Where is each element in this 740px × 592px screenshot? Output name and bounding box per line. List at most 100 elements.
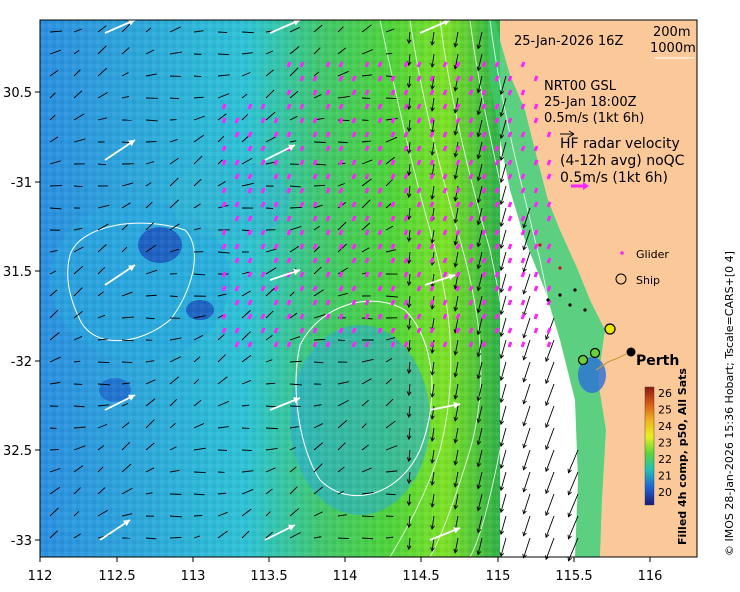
current-arrow <box>217 135 225 143</box>
perth-river <box>595 353 627 371</box>
current-arrow <box>313 94 322 99</box>
current-arrow <box>500 449 507 469</box>
radar-arrow <box>468 299 474 306</box>
current-arrow <box>289 26 301 33</box>
radar-arrow <box>377 243 383 250</box>
current-arrow <box>97 267 106 275</box>
current-arrow <box>408 53 411 66</box>
current-arrow <box>169 26 181 33</box>
current-arrowhead <box>545 445 550 451</box>
radar-arrow <box>364 103 370 110</box>
current-arrow <box>523 207 531 228</box>
current-arrow <box>337 442 346 451</box>
radar-arrow <box>260 145 266 152</box>
radar-arrow <box>273 243 279 250</box>
current-arrow <box>313 71 320 77</box>
radar-arrow <box>390 89 396 96</box>
radar-arrow <box>286 173 292 180</box>
current-arrow <box>145 467 155 473</box>
lon-tick-label: 115.5 <box>555 569 592 584</box>
radar-arrow <box>351 215 357 222</box>
radar-arrow <box>390 285 396 292</box>
current-arrow <box>523 471 531 492</box>
current-arrow <box>145 398 156 407</box>
current-arrow <box>337 537 349 539</box>
current-arrow <box>97 45 107 55</box>
radar-arrow <box>494 327 500 334</box>
radar-arrow <box>455 201 461 208</box>
radar-arrow <box>481 257 487 264</box>
current-arrow <box>361 358 374 363</box>
radar-arrow <box>221 285 227 292</box>
radar-arrow <box>520 131 526 138</box>
current-arrow <box>477 119 483 137</box>
current-arrow <box>193 447 206 451</box>
current-arrow <box>431 537 435 552</box>
radar-arrow <box>429 117 435 124</box>
current-arrowhead <box>453 130 459 136</box>
radar-arrow <box>338 313 344 320</box>
current-arrow <box>385 295 398 298</box>
current-arrowhead <box>522 377 527 383</box>
current-arrowhead <box>567 556 572 562</box>
ship-marker[interactable] <box>589 347 601 359</box>
current-arrow <box>241 182 254 187</box>
current-arrow <box>241 52 253 55</box>
current-arrow <box>477 537 483 555</box>
sst-field <box>40 20 500 557</box>
current-arrow <box>431 53 435 68</box>
current-arrow <box>241 72 251 77</box>
current-arrowhead <box>453 350 459 356</box>
current-arrowhead <box>406 171 412 177</box>
radar-arrow <box>455 117 461 124</box>
current-arrow <box>454 405 459 421</box>
radar-arrow <box>247 173 253 180</box>
radar-arrow <box>299 103 305 110</box>
radar-arrow <box>377 285 383 292</box>
radar-arrow <box>286 103 292 110</box>
ship-marker[interactable] <box>604 323 616 335</box>
current-arrow <box>500 229 507 249</box>
eddy-vector-field <box>99 19 461 541</box>
radar-arrow <box>377 187 383 194</box>
radar-arrow <box>312 117 318 124</box>
current-arrow <box>361 140 371 143</box>
current-arrowhead <box>476 352 482 358</box>
current-arrow <box>523 251 531 272</box>
radar-arrow <box>338 75 344 82</box>
current-arrow <box>313 246 320 253</box>
current-arrow <box>73 113 85 121</box>
current-arrow <box>193 379 199 385</box>
radar-arrow <box>416 243 422 250</box>
radar-arrow <box>416 145 422 152</box>
radar-arrow <box>416 103 422 110</box>
radar-arrow <box>442 131 448 138</box>
current-arrowhead <box>406 457 412 463</box>
ship-marker[interactable] <box>577 354 589 366</box>
radar-arrow <box>299 313 305 320</box>
current-arrowhead <box>499 464 505 470</box>
current-arrowhead <box>453 218 459 224</box>
current-arrowhead <box>406 413 412 419</box>
current-arrowhead <box>430 525 435 530</box>
current-arrow <box>49 207 62 210</box>
current-arrow <box>217 449 227 451</box>
current-arrow <box>500 493 507 513</box>
radar-arrow <box>221 117 227 124</box>
eddy-arrowhead <box>448 273 455 281</box>
current-arrow <box>193 399 202 407</box>
current-arrow <box>193 334 204 341</box>
current-arrow <box>313 486 324 495</box>
current-arrowhead <box>499 354 505 360</box>
current-arrow <box>265 335 273 341</box>
radar-arrow <box>533 187 539 194</box>
current-arrow <box>145 419 155 429</box>
current-arrow <box>313 463 323 473</box>
current-arrowhead <box>499 530 505 536</box>
radar-arrow <box>299 327 305 334</box>
current-arrow <box>265 136 277 143</box>
current-arrow <box>217 530 228 539</box>
radar-arrow <box>234 131 240 138</box>
current-arrow <box>500 383 507 403</box>
radar-arrow <box>260 243 266 250</box>
